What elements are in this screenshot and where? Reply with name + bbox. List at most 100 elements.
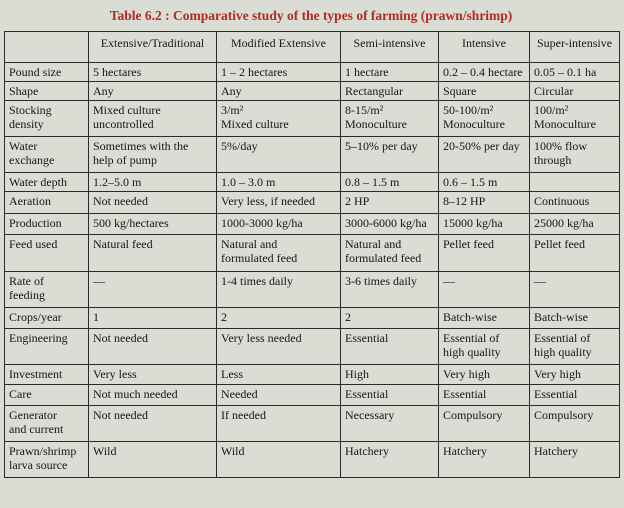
table-cell: Natural and formulated feed	[340, 234, 439, 272]
table-cell: Sometimes with the help of pump	[88, 136, 217, 173]
cell-text: High	[345, 367, 369, 381]
table-cell: 1 – 2 hectares	[216, 62, 341, 82]
row-header-larva-source: Prawn/shrimp larva source	[4, 441, 89, 478]
cell-text: Necessary	[345, 408, 395, 422]
table-cell: 3000-6000 kg/ha	[340, 213, 439, 235]
table-cell: High	[340, 364, 439, 385]
cell-text: 1 – 2 hectares	[221, 65, 288, 79]
cell-text: Prawn/shrimp	[9, 444, 77, 458]
row-header-water-depth: Water depth	[4, 172, 89, 192]
cell-text: Any	[221, 84, 242, 98]
table-cell: If needed	[216, 405, 341, 442]
cell-text: Investment	[9, 367, 63, 381]
row-header-stocking-density: Stocking density	[4, 100, 89, 137]
table-cell: Natural feed	[88, 234, 217, 272]
cell-text: exchange	[9, 153, 55, 167]
table-cell: Not needed	[88, 405, 217, 442]
cell-text: 0.2 – 0.4 hectare	[443, 65, 523, 79]
table-cell: 0.8 – 1.5 m	[340, 172, 439, 192]
cell-text: density	[9, 117, 44, 131]
cell-text: Essential	[534, 387, 578, 401]
table-cell: Any	[88, 81, 217, 101]
cell-text: 500 kg/hectares	[93, 216, 169, 230]
cell-text: Pellet feed	[443, 237, 494, 251]
cell-text: Engineering	[9, 331, 68, 345]
table-cell: 0.2 – 0.4 hectare	[438, 62, 530, 82]
table-cell: Mixed culture uncontrolled	[88, 100, 217, 137]
table-cell: Very less	[88, 364, 217, 385]
table-cell: —	[88, 271, 217, 308]
table-cell: Compulsory	[529, 405, 620, 442]
cell-text: 25000 kg/ha	[534, 216, 594, 230]
row-header-generator-and-current: Generator and current	[4, 405, 89, 442]
table-cell: Not needed	[88, 191, 217, 214]
cell-text: Rectangular	[345, 84, 403, 98]
table-cell: 500 kg/hectares	[88, 213, 217, 235]
table-cell: 0.05 – 0.1 ha	[529, 62, 620, 82]
cell-text: 8–12 HP	[443, 194, 486, 208]
column-header-semi-intensive: Semi-intensive	[340, 31, 439, 63]
table-cell: Compulsory	[438, 405, 530, 442]
table-cell: 1.0 – 3.0 m	[216, 172, 341, 192]
table-cell: Batch-wise	[529, 307, 620, 329]
cell-text: Hatchery	[443, 444, 487, 458]
cell-text: Very high	[443, 367, 490, 381]
table-row-investment: Investment Very less Less High Very high Very…	[4, 364, 620, 385]
table-cell: 20-50% per day	[438, 136, 530, 173]
table-row-crops-year: Crops/year 1 2 2 Batch-wise Batch-wise	[4, 307, 620, 329]
table-cell: Essential	[438, 384, 530, 406]
cell-text: 1 hectare	[345, 65, 389, 79]
table-cell: Hatchery	[340, 441, 439, 478]
cell-text: 2	[345, 310, 351, 324]
table-row-aeration: Aeration Not needed Very less, if needed 2 …	[4, 191, 620, 214]
cell-text: Batch-wise	[534, 310, 588, 324]
cell-text: Essential	[345, 387, 389, 401]
table-cell: Essential of high quality	[438, 328, 530, 365]
farming-comparison-table: Extensive/Traditional Modified Extensive…	[4, 31, 620, 478]
table-cell: Wild	[88, 441, 217, 478]
table-cell: 8-15/m² Monoculture	[340, 100, 439, 137]
cell-text: 20-50% per day	[443, 139, 520, 153]
cell-text: Generator	[9, 408, 57, 422]
cell-text: formulated feed	[345, 251, 422, 265]
cell-text: Hatchery	[345, 444, 389, 458]
cell-text: 1-4 times daily	[221, 274, 293, 288]
cell-text: help of pump	[93, 153, 157, 167]
table-cell: Any	[216, 81, 341, 101]
table-cell: 50-100/m² Monoculture	[438, 100, 530, 137]
table-cell: 5 hectares	[88, 62, 217, 82]
table-cell: Circular	[529, 81, 620, 101]
cell-text: Very less needed	[221, 331, 302, 345]
cell-text: Care	[9, 387, 32, 401]
table-cell: 2	[340, 307, 439, 329]
table-cell: Very high	[438, 364, 530, 385]
cell-text: 5 hectares	[93, 65, 142, 79]
row-header-water-exchange: Water exchange	[4, 136, 89, 173]
cell-text: larva source	[9, 458, 68, 472]
cell-text: high quality	[443, 345, 501, 359]
table-cell: 5%/day	[216, 136, 341, 173]
table-cell: Very high	[529, 364, 620, 385]
cell-text: Very less, if needed	[221, 194, 315, 208]
cell-text: Continuous	[534, 194, 590, 208]
cell-text: 1.0 – 3.0 m	[221, 175, 276, 189]
table-row-feed-used: Feed used Natural feed Natural and formulat…	[4, 234, 620, 272]
cell-text: formulated feed	[221, 251, 298, 265]
cell-text: Water	[9, 139, 38, 153]
cell-text: 2	[221, 310, 227, 324]
table-row-pound-size: Pound size 5 hectares 1 – 2 hectares 1 hect…	[4, 62, 620, 82]
table-cell: Continuous	[529, 191, 620, 214]
table-cell: —	[529, 271, 620, 308]
table-cell: 1.2–5.0 m	[88, 172, 217, 192]
cell-text: uncontrolled	[93, 117, 154, 131]
cell-text: 0.8 – 1.5 m	[345, 175, 400, 189]
row-header-investment: Investment	[4, 364, 89, 385]
row-header-care: Care	[4, 384, 89, 406]
cell-text: 1	[93, 310, 99, 324]
cell-text: —	[93, 274, 105, 288]
cell-text: Less	[221, 367, 243, 381]
cell-text: 15000 kg/ha	[443, 216, 503, 230]
cell-text: through	[534, 153, 572, 167]
header-row: Extensive/Traditional Modified Extensive…	[4, 31, 620, 63]
table-cell: 5–10% per day	[340, 136, 439, 173]
